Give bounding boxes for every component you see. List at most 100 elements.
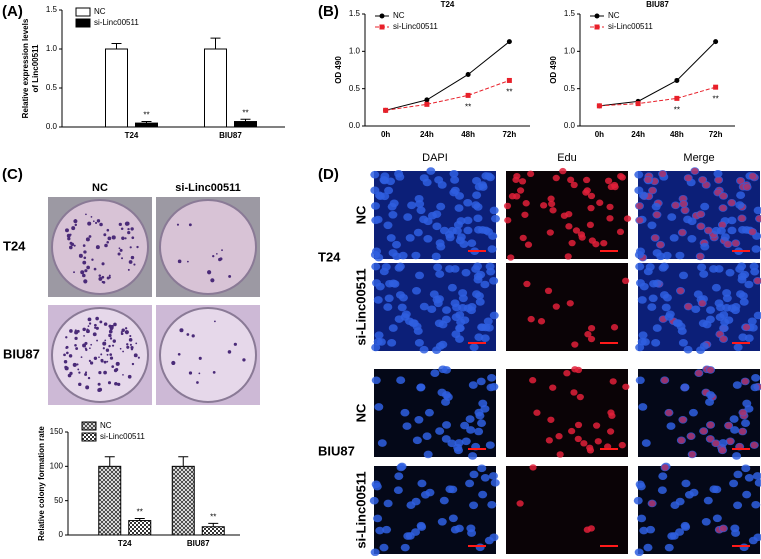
error-bar (240, 118, 251, 122)
legend-label: si-Linc00511 (94, 18, 139, 27)
culture-dish-photo (156, 305, 260, 405)
marker (465, 71, 471, 77)
y-tick-label: 0.0 (349, 121, 361, 130)
row-label: T24 (3, 238, 26, 253)
marker (674, 95, 680, 101)
significance-label: ** (242, 108, 248, 117)
micrograph (506, 263, 630, 351)
y-axis-label: Relative colony formation rate (37, 426, 46, 541)
marker (596, 103, 602, 109)
bar (128, 520, 152, 536)
legend-marker (379, 13, 385, 19)
error-bar (178, 456, 189, 467)
significance-label: ** (210, 512, 216, 521)
x-tick-label: BIU87 (187, 539, 210, 548)
marker (713, 84, 719, 90)
micrograph (635, 262, 761, 355)
y-axis-label: OD 490 (334, 56, 343, 84)
x-tick-label: T24 (125, 131, 139, 140)
legend-label: si-Linc00511 (393, 22, 438, 31)
micrograph (371, 262, 499, 355)
significance-label: ** (674, 105, 680, 114)
marker (713, 39, 719, 45)
culture-dish-photo (48, 305, 152, 405)
y-tick-label: 0.5 (349, 84, 361, 93)
bar (171, 465, 195, 536)
marker (383, 107, 389, 113)
y-tick-label: 1.5 (349, 9, 361, 18)
legend-swatch (81, 432, 97, 442)
significance-label: ** (506, 88, 512, 97)
line (599, 86, 716, 107)
legend-swatch (75, 7, 91, 17)
line (385, 79, 510, 111)
y-axis-label: OD 490 (549, 56, 558, 84)
panel-label: (A) (2, 3, 23, 20)
column-header: si-Linc00511 (175, 182, 240, 194)
y-tick-label: 1.0 (564, 46, 576, 55)
error-bar (208, 522, 219, 527)
marker (465, 92, 471, 98)
y-tick-label: 0.5 (564, 84, 576, 93)
y-axis-label: of Linc00511 (31, 44, 40, 93)
x-tick-label: 72h (502, 130, 516, 139)
error-bar (134, 518, 145, 521)
legend-swatch (75, 18, 91, 28)
micrograph (635, 365, 761, 460)
bar (105, 48, 128, 128)
micrograph (503, 167, 632, 261)
significance-label: ** (465, 102, 471, 111)
legend-label: si-Linc00511 (608, 22, 653, 31)
micrograph (634, 167, 761, 262)
panel-label: (B) (318, 3, 339, 20)
culture-dish-photo (156, 197, 260, 297)
chart-title: T24 (441, 0, 455, 9)
micrograph (633, 462, 761, 557)
row-label: NC (353, 403, 368, 422)
y-axis-label: Relative expression levels (21, 18, 30, 118)
y-tick-label: 100 (50, 461, 64, 470)
legend-label: NC (94, 7, 106, 16)
marker (424, 101, 430, 107)
line (599, 41, 716, 107)
panel-label: (C) (2, 166, 23, 183)
marker (674, 77, 680, 83)
y-tick-label: 50 (54, 496, 63, 505)
micrograph (370, 167, 500, 262)
legend-label: NC (100, 421, 112, 430)
legend-marker (594, 13, 600, 19)
y-tick-label: 0.0 (564, 121, 576, 130)
legend-label: si-Linc00511 (100, 432, 145, 441)
legend-marker (379, 24, 385, 30)
y-tick-label: 1.5 (564, 9, 576, 18)
chart-title: BIU87 (646, 0, 669, 9)
x-tick-label: T24 (118, 539, 132, 548)
error-bar (210, 37, 221, 49)
marker (635, 101, 641, 107)
micrograph (506, 464, 628, 554)
marker (506, 39, 512, 45)
y-tick-label: 1.0 (349, 46, 361, 55)
row-label: NC (353, 205, 368, 224)
bar (201, 526, 225, 536)
x-tick-label: 48h (670, 130, 684, 139)
column-header: NC (92, 182, 108, 194)
bar (98, 465, 122, 536)
group-label: T24 (318, 249, 341, 264)
legend-swatch (81, 421, 97, 431)
x-tick-label: 0h (595, 130, 604, 139)
legend-label: NC (608, 11, 620, 20)
x-tick-label: 48h (461, 130, 475, 139)
error-bar (111, 43, 122, 49)
group-label: BIU87 (318, 443, 355, 458)
panel-label: (D) (318, 166, 339, 183)
legend-label: NC (393, 11, 405, 20)
micrograph (369, 462, 500, 557)
y-tick-label: 0 (59, 530, 64, 539)
x-tick-label: 72h (709, 130, 723, 139)
row-label: si-Linc00511 (353, 471, 368, 548)
y-tick-label: 0.0 (46, 122, 58, 131)
significance-label: ** (137, 508, 143, 517)
micrograph (506, 366, 630, 458)
